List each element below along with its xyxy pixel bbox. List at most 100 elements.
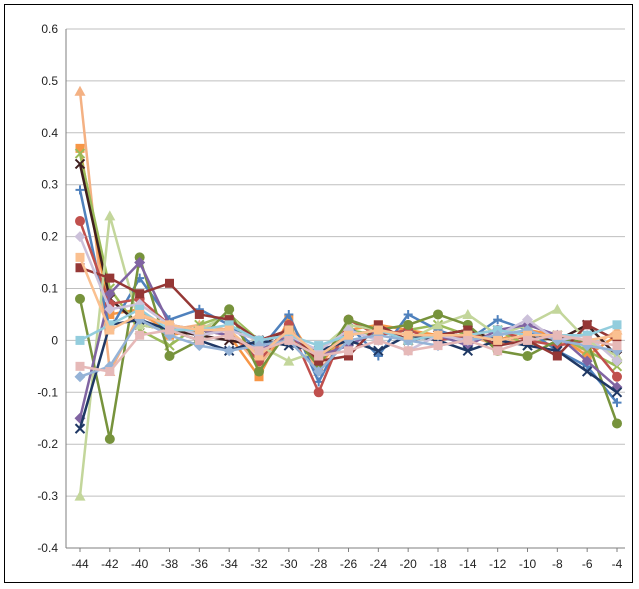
data-point — [522, 350, 533, 361]
y-tick-label: -0.3 — [37, 489, 58, 503]
data-point — [74, 148, 86, 159]
data-point — [433, 330, 443, 340]
data-point — [463, 330, 473, 340]
data-point — [493, 335, 503, 345]
data-point — [224, 304, 235, 315]
data-point — [224, 330, 234, 340]
data-point — [344, 346, 353, 356]
data-point — [552, 351, 562, 361]
data-point — [314, 356, 324, 366]
x-tick-label: -36 — [191, 557, 209, 571]
data-point — [254, 346, 264, 356]
data-point — [74, 158, 86, 170]
data-point — [75, 143, 85, 153]
data-point — [373, 320, 383, 330]
data-point — [522, 314, 533, 326]
data-point — [612, 371, 622, 382]
data-point — [344, 351, 353, 361]
y-tick-label: -0.1 — [37, 385, 58, 399]
x-tick-label: -8 — [552, 557, 563, 571]
y-tick-label: 0.1 — [41, 282, 58, 296]
data-point — [611, 355, 623, 367]
data-point — [611, 387, 623, 398]
data-point — [523, 330, 532, 340]
data-point — [612, 335, 622, 345]
x-tick-label: -6 — [582, 557, 593, 571]
data-point — [462, 345, 474, 356]
data-point — [75, 361, 85, 371]
data-point — [432, 319, 444, 330]
data-point — [403, 330, 413, 340]
data-point — [403, 309, 413, 319]
data-point — [313, 366, 325, 378]
data-point — [104, 210, 116, 221]
data-point — [254, 351, 264, 361]
x-tick-label: -34 — [220, 557, 238, 571]
x-tick-label: -40 — [131, 557, 149, 571]
x-tick-label: -26 — [340, 557, 358, 571]
data-point — [104, 303, 116, 315]
data-point — [403, 346, 413, 356]
data-point — [493, 315, 503, 325]
data-point — [463, 325, 473, 335]
data-point — [254, 372, 264, 382]
data-point — [75, 216, 85, 227]
data-point — [462, 308, 474, 319]
data-point — [75, 293, 85, 304]
data-point — [254, 366, 264, 377]
data-point — [284, 325, 294, 335]
data-point — [612, 418, 622, 429]
data-point — [104, 434, 115, 445]
data-point — [224, 320, 234, 330]
data-point — [581, 366, 593, 377]
data-point — [313, 387, 324, 398]
data-point — [224, 325, 234, 335]
data-point — [165, 320, 174, 330]
series-line-group — [75, 216, 622, 398]
x-tick-label: -4 — [612, 557, 623, 571]
x-tick-label: -18 — [429, 557, 447, 571]
data-point — [344, 330, 353, 340]
data-point — [74, 371, 86, 383]
x-tick-label: -38 — [161, 557, 179, 571]
x-tick-label: -44 — [71, 557, 89, 571]
series-line — [78, 189, 618, 404]
data-point — [403, 319, 414, 330]
data-point — [105, 273, 115, 283]
data-point — [74, 85, 86, 96]
data-point — [75, 263, 85, 273]
y-tick-label: 0.4 — [41, 126, 58, 140]
data-point — [433, 309, 443, 320]
data-point — [105, 320, 115, 330]
data-point — [612, 320, 622, 330]
data-point — [612, 341, 622, 351]
chart-frame: 0.6 0.5 0.4 0.3 0.2 0.1 0 -0.1 -0.2 -0.3 -0.4 -44-… — [4, 4, 633, 583]
data-point — [223, 345, 235, 357]
y-tick-label: -0.2 — [37, 437, 58, 451]
data-point — [224, 315, 234, 325]
data-point — [582, 330, 592, 340]
x-tick-label: -30 — [280, 557, 298, 571]
x-tick-label: -14 — [459, 557, 477, 571]
line-chart: 0.60.50.40.30.20.10-0.1-0.2-0.3-0.4 -44-… — [37, 22, 625, 571]
data-point — [135, 309, 145, 319]
x-tick-label: -28 — [310, 557, 328, 571]
data-point — [314, 351, 324, 361]
data-point — [164, 350, 175, 361]
data-point — [194, 309, 204, 319]
data-point — [135, 289, 145, 299]
data-point — [314, 341, 324, 351]
data-point — [343, 314, 354, 325]
data-point — [463, 335, 473, 345]
y-tick-label: 0 — [51, 333, 58, 347]
x-axis: -44 -42 -40 -38 -36 -34 -32 -30 -28 -26 -24 -20 -18-… — [66, 547, 625, 571]
data-point — [373, 335, 383, 345]
x-tick-label: -42 — [101, 557, 119, 571]
data-point — [134, 257, 146, 269]
data-point — [433, 341, 443, 351]
data-point — [551, 303, 563, 314]
x-tick-label: -32 — [250, 557, 268, 571]
data-point — [523, 335, 532, 345]
y-tick-label: -0.4 — [37, 541, 58, 555]
series-group — [74, 85, 623, 501]
